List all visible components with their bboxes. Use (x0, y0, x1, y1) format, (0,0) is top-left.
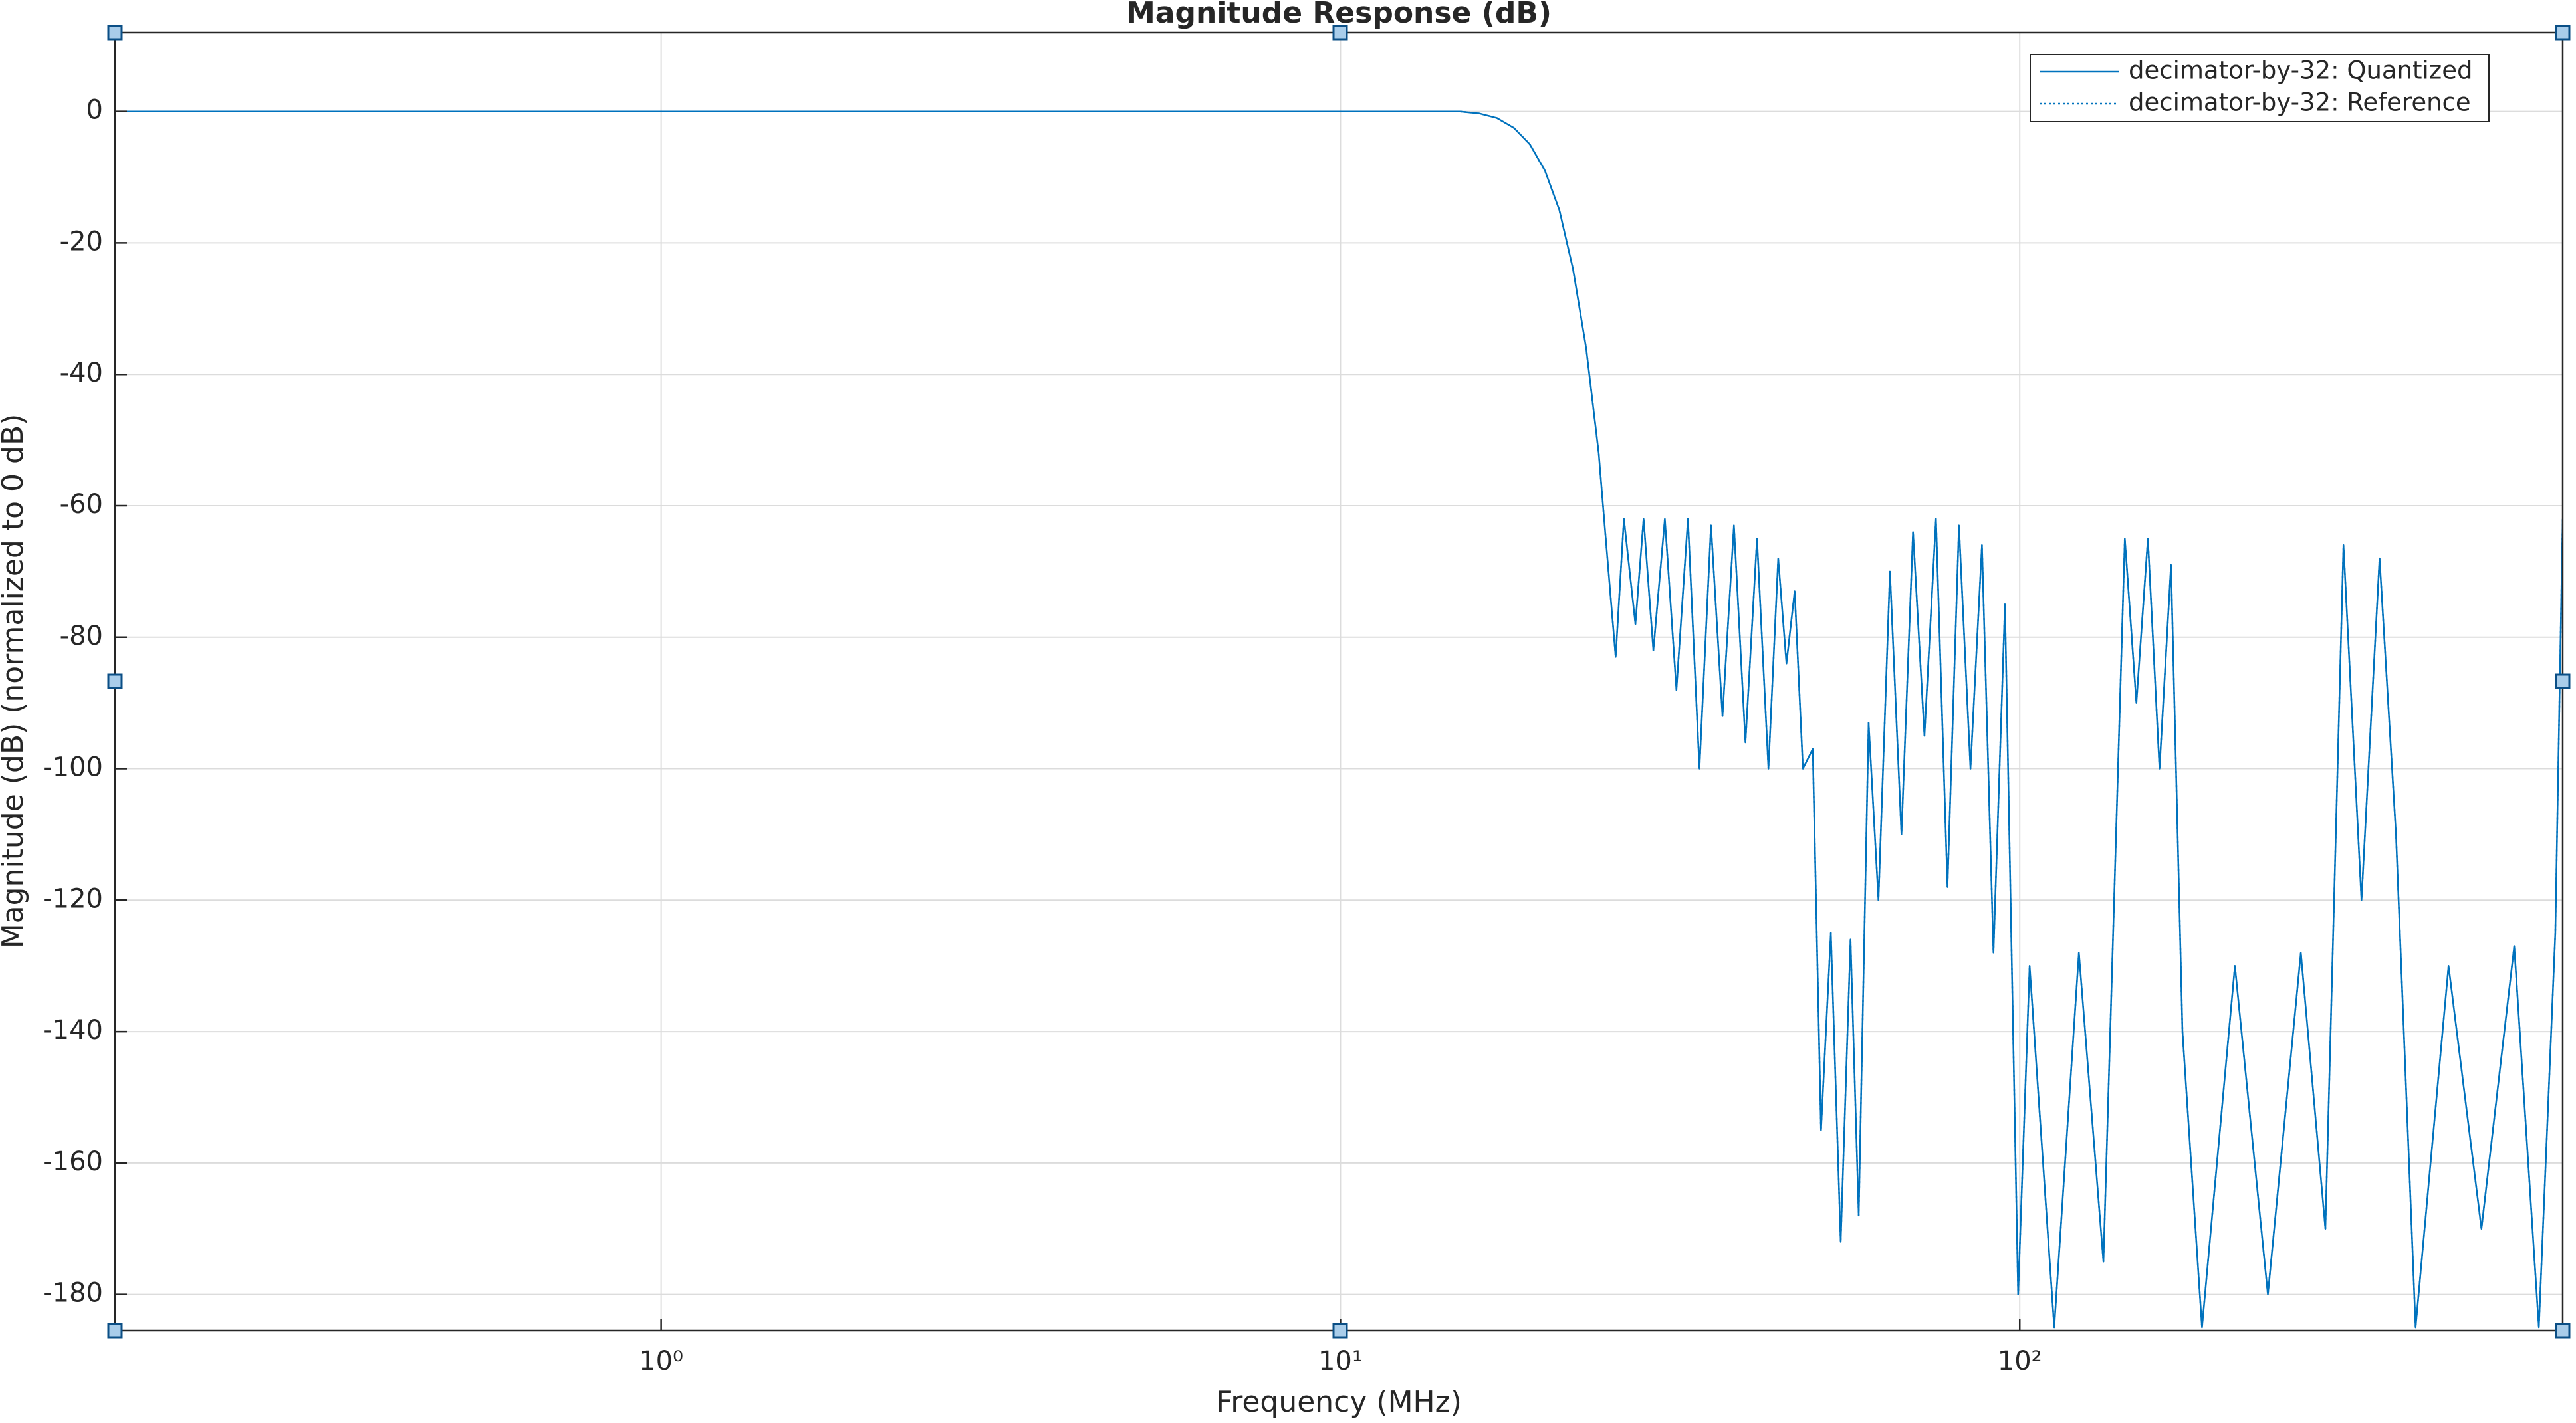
handle (107, 1323, 123, 1339)
plot-area (115, 110, 2563, 1329)
handle (1332, 1323, 1348, 1339)
x-tick-label: 10⁰ (639, 1346, 683, 1376)
legend-label: decimator-by-32: Quantized (2129, 56, 2472, 85)
y-tick-label: -160 (43, 1147, 103, 1177)
axes-frame (114, 31, 2564, 1332)
y-tick-label: -100 (43, 752, 103, 783)
labels: 0 -20 -40 -60 -80 -100 -120 -140 -160 -180 10⁰ 10¹ 1… (43, 95, 2042, 1376)
y-tick-label: 0 (86, 95, 103, 126)
legend-label: decimator-by-32: Reference (2129, 88, 2471, 117)
handle (107, 25, 123, 41)
legend: decimator-by-32: Quantized decimator-by-3… (2030, 54, 2490, 122)
x-tick-label: 10² (1998, 1346, 2042, 1376)
y-tick-label: -140 (43, 1015, 103, 1045)
handle (2555, 673, 2571, 689)
y-tick-label: -60 (60, 489, 103, 520)
y-tick-label: -40 (60, 358, 103, 388)
handle (107, 673, 123, 689)
handles (107, 25, 2571, 1339)
y-tick-label: -80 (60, 621, 103, 651)
y-tick-label: -120 (43, 883, 103, 914)
handle (1332, 25, 1348, 41)
legend-box (2030, 54, 2490, 122)
grid (115, 33, 2563, 1331)
series-line (115, 110, 2563, 1329)
x-tick-label: 10¹ (1318, 1346, 1363, 1376)
y-tick-label: -20 (60, 226, 103, 257)
x-axis-label: Frequency (MHz) (1216, 1385, 1462, 1419)
handle (2555, 1323, 2571, 1339)
handle (2555, 25, 2571, 41)
y-tick-label: -180 (43, 1278, 103, 1309)
y-axis-label: Magnitude (dB) (normalized to 0 dB) (0, 414, 30, 949)
series-line (115, 110, 2563, 1329)
